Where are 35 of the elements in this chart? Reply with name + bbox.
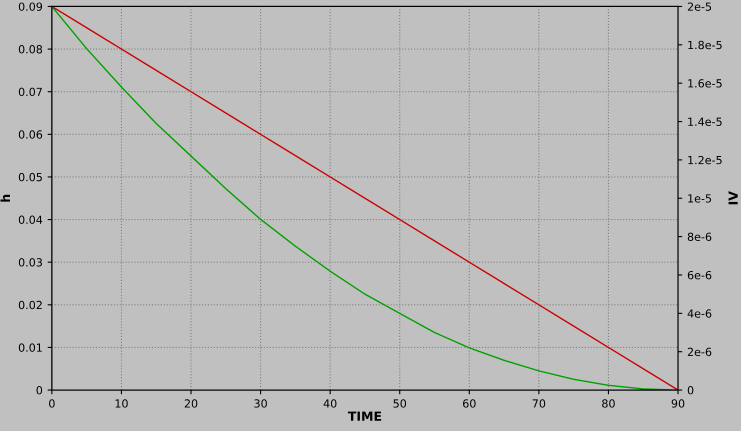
y2-tick-label: 2e-6 [688,348,712,356]
x-tick-label: 0 [49,399,55,408]
y-axis-title: h [0,194,10,202]
y2-tick-label: 6e-6 [688,270,712,280]
x-tick-label: 60 [463,399,476,408]
x-tick-label: 80 [602,399,615,408]
y-tick-label: 0.02 [18,300,42,310]
y2-tick-label: 2e-5 [688,2,712,11]
y-tick-label: 0.07 [18,88,42,96]
y-tick-label: 0.05 [18,172,42,182]
y-tick-label: 0.06 [18,130,42,139]
x-tick-label: 90 [672,399,684,408]
y2-tick-label: 8e-6 [688,232,712,241]
y2-tick-label: 0 [688,386,694,394]
y2-tick-label: 1.4e-5 [688,118,722,126]
y-tick-label: 0.09 [18,2,42,11]
y-tick-label: 0.04 [18,216,42,224]
y2-tick-label: 1.2e-5 [688,156,722,164]
y-tick-label: 0 [36,386,42,394]
x-tick-label: 50 [394,399,406,408]
x-tick-label: 40 [324,399,336,408]
y2-tick-label: 4e-6 [688,309,712,318]
x-axis-title: TIME [348,412,382,421]
y2-tick-label: 1e-5 [688,194,712,203]
y-tick-label: 0.08 [18,45,42,54]
x-tick-label: 20 [184,399,198,408]
x-tick-label: 30 [254,399,267,408]
y2-axis-title: IV [728,191,738,204]
y-tick-label: 0.03 [18,258,42,267]
x-tick-label: 70 [532,399,546,408]
y2-tick-label: 1.8e-5 [688,40,722,50]
x-tick-label: 10 [116,399,128,408]
y-tick-label: 0.01 [18,343,42,352]
y2-tick-label: 1.6e-5 [688,79,722,88]
line-series [52,6,678,390]
